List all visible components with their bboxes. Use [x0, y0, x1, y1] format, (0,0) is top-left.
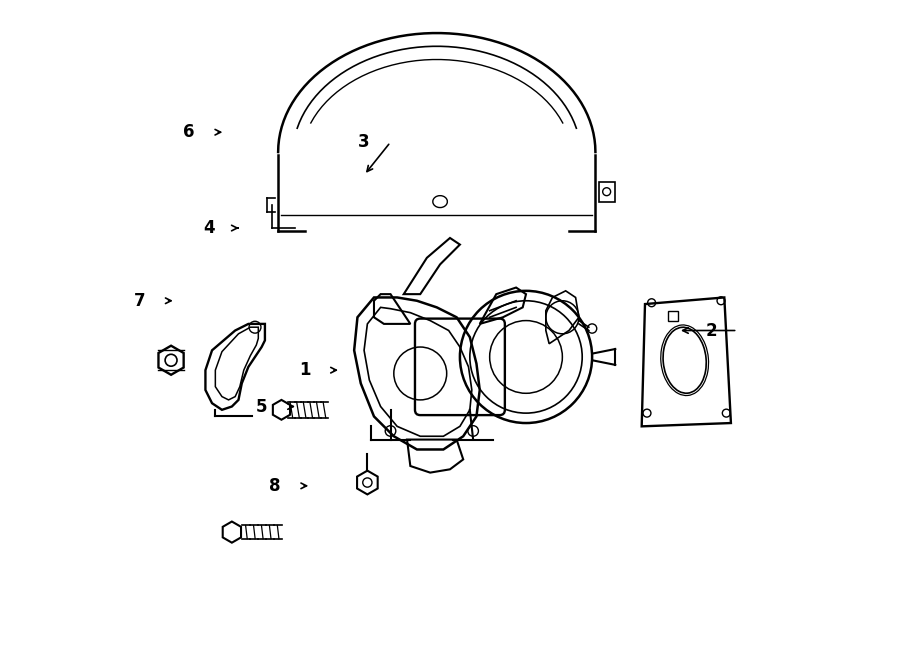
Text: 8: 8: [269, 477, 281, 495]
Text: 3: 3: [358, 133, 370, 151]
Text: 4: 4: [202, 219, 214, 237]
Text: 2: 2: [706, 321, 717, 340]
Text: 5: 5: [256, 397, 267, 416]
Text: 7: 7: [133, 292, 145, 310]
Text: 1: 1: [299, 361, 310, 379]
Text: 6: 6: [184, 123, 194, 141]
